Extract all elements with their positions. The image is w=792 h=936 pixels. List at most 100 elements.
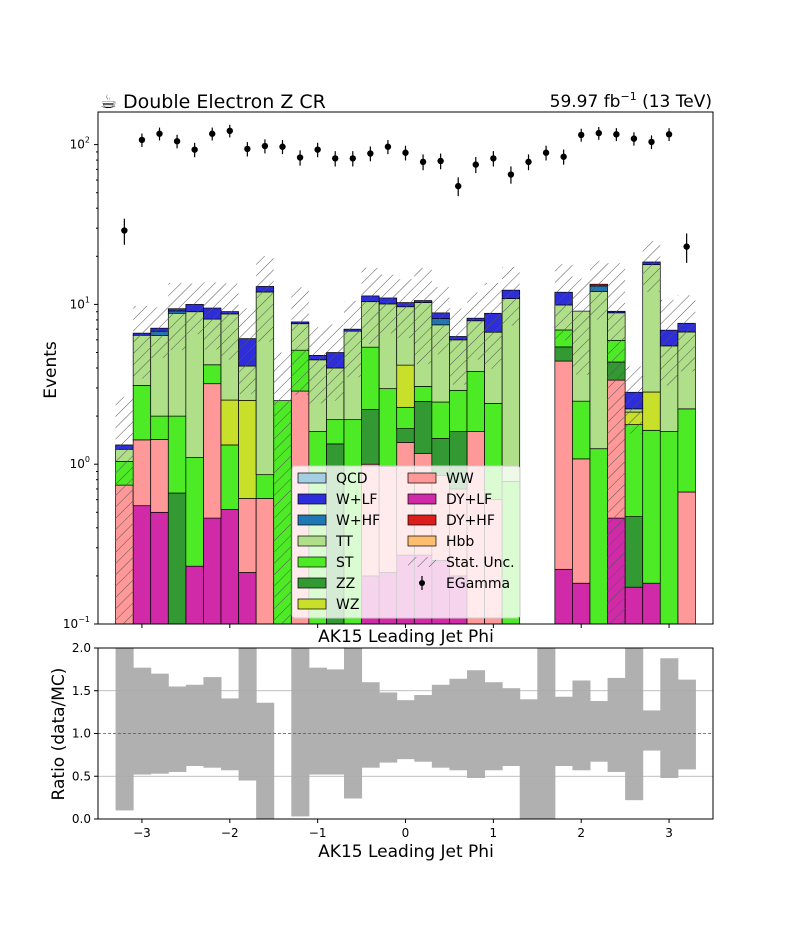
legend-swatch-stat-unc [408, 557, 436, 567]
ratio-band-bin-19 [449, 678, 468, 771]
legend: QCD W+LF W+HF TT ST ZZ WZ WW DY+LF DY+HF Hbb Stat. … [291, 465, 521, 619]
stat-unc-bin-9 [273, 352, 292, 624]
stat-unc-bin-21 [484, 282, 503, 369]
bar-wz-bin-30 [642, 391, 661, 431]
bar-st-bin-30 [642, 429, 661, 584]
ratio-band-bin-23 [519, 699, 538, 819]
stat-unc-bin-26 [572, 278, 590, 375]
ratio-band-bin-12 [326, 669, 345, 775]
data-point-28 [613, 131, 620, 138]
bar-wz-bin-6 [220, 399, 239, 446]
stat-unc-bin-18 [431, 287, 450, 355]
ratio-y-tick-label-3: 1.5 [72, 684, 91, 698]
ratio-band-bin-6 [221, 698, 240, 771]
legend-swatch-zz [297, 577, 327, 589]
data-point-1 [138, 136, 146, 144]
stat-unc-bin-3 [168, 282, 186, 351]
bar-st-bin-19 [449, 389, 468, 432]
bar-ww-bin-32 [677, 491, 696, 624]
data-point-15 [384, 143, 392, 150]
data-point-13 [349, 155, 356, 162]
bar-st-bin-3 [167, 415, 187, 494]
ratio-y-tick-label-1: 0.5 [72, 769, 91, 783]
legend-marker-egamma [419, 580, 425, 586]
top-y-tick-base-2: 10 [70, 297, 85, 311]
bar-st-bin-4 [185, 457, 204, 567]
legend-swatch-dy-lf [407, 493, 437, 505]
data-point-22 [507, 171, 515, 178]
legend-swatch-w-lf [297, 493, 327, 505]
bar-ww-bin-8 [255, 498, 275, 624]
x-axis-label: AK15 Leading Jet Phi [318, 842, 494, 862]
stat-unc-bin-11 [308, 327, 327, 404]
data-point-26 [578, 131, 585, 139]
bar-ww-bin-7 [238, 498, 257, 573]
legend-label-st: ST [336, 555, 354, 571]
data-point-14 [367, 150, 374, 157]
bar-wz-bin-16 [396, 364, 415, 408]
bar-dy-lf-bin-2 [150, 511, 169, 624]
stat-unc-bin-1 [133, 305, 151, 379]
bar-tt-bin-22 [501, 298, 521, 482]
data-point-0 [121, 227, 128, 234]
bar-zz-bin-17 [413, 401, 433, 454]
ratio-band-bin-4 [185, 684, 204, 766]
x-tick-label-4: 1 [490, 826, 498, 840]
ratio-band-bin-27 [590, 701, 609, 762]
data-point-10 [296, 154, 304, 161]
legend-label-hbb: Hbb [446, 534, 474, 550]
bar-st-bin-18 [431, 401, 450, 439]
legend-label-egamma: EGamma [446, 576, 510, 592]
legend-swatch-hbb [407, 535, 437, 547]
top-y-axis-label: Events [41, 341, 61, 399]
ratio-panel-ticks: −3 −2 −1 0 1 2 3 0.0 0.5 1.0 1.5 2.0 [72, 641, 673, 840]
legend-label-stat-unc: Stat. Unc. [446, 555, 515, 571]
ratio-y-axis-label: Ratio (data/MC) [49, 668, 69, 801]
data-point-9 [279, 143, 286, 150]
data-point-20 [472, 161, 479, 168]
bar-st-bin-20 [466, 371, 485, 432]
data-point-24 [542, 149, 550, 156]
stat-unc-bin-17 [414, 267, 432, 365]
bar-zz-bin-14 [361, 409, 380, 465]
legend-label-zz: ZZ [336, 576, 355, 592]
lumi-label: 59.97 fb−1 (13 TeV) [550, 90, 712, 112]
ratio-gridlines [98, 690, 713, 777]
bar-dy-lf-bin-29 [624, 586, 644, 624]
bar-st-bin-6 [220, 444, 239, 510]
stat-unc-bin-15 [379, 274, 397, 334]
data-point-7 [244, 145, 251, 153]
bar-st-bin-27 [589, 448, 608, 624]
bar-zz-bin-16 [396, 428, 415, 443]
bar-ww-bin-5 [203, 383, 222, 519]
x-tick-label-0: −3 [133, 826, 151, 840]
stat-unc-bin-32 [677, 295, 696, 372]
stat-unc-bin-25 [554, 264, 573, 341]
data-point-3 [173, 138, 181, 145]
ratio-band-bin-28 [607, 677, 626, 772]
bar-st-bin-8 [255, 474, 275, 499]
ratio-band-bin-31 [660, 658, 679, 778]
legend-label-w-hf: W+HF [336, 513, 380, 529]
bar-dy-lf-bin-30 [642, 582, 661, 624]
ratio-band-bin-11 [308, 667, 327, 775]
chart-title: Double Electron Z CR [123, 91, 326, 113]
bar-dy-lf-bin-5 [203, 517, 222, 624]
data-point-19 [455, 182, 462, 190]
stat-unc-bin-13 [344, 301, 362, 378]
data-point-31 [665, 131, 673, 138]
data-points [121, 124, 690, 263]
ratio-y-tick-label-2: 1.0 [72, 727, 91, 741]
bar-ww-bin-1 [132, 439, 152, 507]
ratio-band-bin-10 [291, 648, 310, 817]
legend-label-w-lf: W+LF [336, 492, 377, 508]
data-point-30 [648, 138, 655, 146]
x-tick-label-3: 0 [402, 826, 410, 840]
stat-unc-bin-2 [150, 307, 169, 359]
bar-dy-lf-bin-6 [220, 509, 239, 624]
ratio-band-bin-21 [484, 682, 503, 771]
ratio-band-bin-30 [642, 710, 661, 751]
bar-ww-bin-25 [554, 360, 573, 570]
top-y-tick-exp-3: 2 [85, 136, 90, 145]
